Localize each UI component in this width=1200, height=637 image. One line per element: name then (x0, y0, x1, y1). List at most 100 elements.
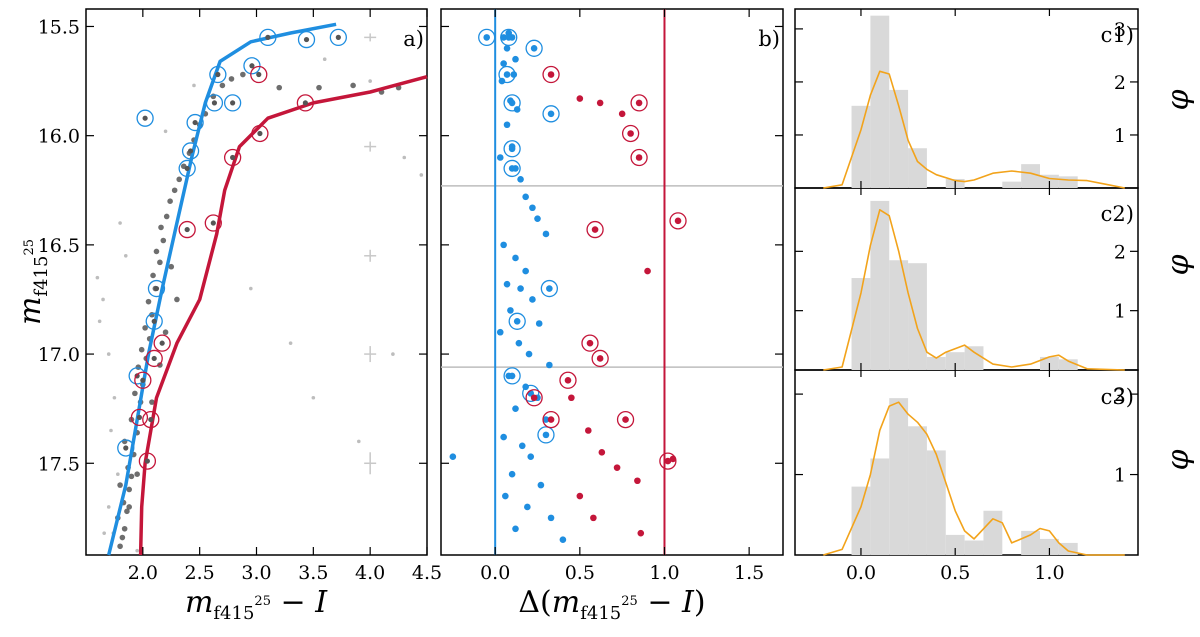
faint-star-dot (116, 472, 120, 476)
circled-star-dot (303, 36, 310, 43)
panel-c3-label: c3) (1101, 385, 1134, 409)
circled-blue-star (117, 439, 135, 457)
circled-red-star (130, 408, 149, 427)
circled-red-point-dot (547, 416, 555, 423)
circled-red-point-dot (547, 71, 555, 78)
circled-star-dot (230, 100, 236, 106)
circled-blue-point-dot (508, 165, 516, 172)
circled-red-star (142, 410, 160, 429)
y-tick-label: 2 (1114, 241, 1126, 263)
circled-red-point (621, 124, 640, 143)
faint-star-dot (419, 173, 424, 177)
faint-star-dot (288, 341, 293, 345)
x-tick-label: 3.5 (298, 562, 328, 584)
blue-star-point (547, 514, 555, 522)
blue-star-point (510, 71, 518, 78)
star-dot (167, 198, 173, 204)
circled-star-dot (151, 318, 157, 324)
blue-star-point (500, 241, 507, 249)
circled-blue-star (136, 109, 154, 127)
circled-red-point (630, 94, 648, 112)
histogram-bar (983, 510, 1003, 555)
circled-blue-point (503, 159, 521, 178)
circled-star-dot (187, 148, 194, 154)
star-dot (316, 84, 322, 91)
circled-red-star (296, 94, 315, 112)
star-dot (171, 187, 178, 194)
star-dot (128, 473, 135, 480)
histogram-bar (945, 534, 965, 555)
circled-star-dot (257, 130, 263, 137)
panel-c2-frame (794, 187, 1139, 371)
circled-red-star (153, 334, 171, 352)
circled-red-star (145, 349, 163, 368)
circled-blue-star (205, 94, 224, 112)
star-dot (160, 237, 167, 244)
circled-star-dot (123, 445, 129, 451)
circled-star-dot (136, 414, 143, 421)
blue-star-point (542, 416, 550, 423)
star-dot (174, 296, 180, 303)
histogram-bar (851, 278, 871, 370)
circled-red-star (251, 124, 269, 143)
star-dot (142, 325, 148, 331)
circled-blue-point (542, 105, 560, 123)
histogram-bar (889, 260, 909, 370)
circled-star-dot (151, 355, 157, 362)
faint-star-dot (322, 57, 327, 62)
star-dot (121, 525, 128, 532)
star-dot (134, 471, 140, 477)
circled-red-point (581, 334, 599, 352)
panel-c2-plot: 12 (795, 188, 1138, 371)
circled-red-star (223, 148, 242, 167)
c-x-tick-label: 0.5 (940, 562, 970, 584)
circled-star-dot (144, 458, 150, 464)
y-tick-label: 16.0 (38, 126, 80, 148)
blue-star-point (529, 204, 536, 212)
star-dot (124, 508, 130, 515)
circled-star-dot (159, 340, 165, 346)
faint-star-dot (163, 129, 168, 134)
circled-blue-star (329, 28, 347, 47)
circled-red-point-dot (591, 226, 599, 233)
faint-star-dot (249, 286, 253, 291)
panel-c1-label: c1) (1101, 23, 1134, 47)
star-dot (157, 259, 163, 266)
circled-star-dot (210, 220, 216, 226)
kde-curve (823, 209, 1125, 371)
kde-curve (823, 401, 1125, 556)
faint-star-dot (311, 395, 316, 400)
blue-star-point (546, 361, 553, 369)
circled-blue-star (223, 94, 242, 112)
c-x-tick-label: 1.0 (1034, 562, 1064, 584)
blue-star-point (503, 280, 511, 288)
circled-red-point-dot (530, 394, 538, 402)
circled-star-dot (335, 34, 341, 40)
star-dot (145, 298, 152, 305)
circled-star-dot (256, 71, 262, 78)
blue-star-point (503, 121, 511, 129)
blue-star-point (512, 525, 519, 533)
blue-star-point (449, 453, 457, 461)
histogram-bar (908, 148, 927, 188)
circled-blue-point (498, 65, 516, 84)
panel-c1-plot: 1 2 3 (795, 9, 1138, 189)
faint-star-dot (109, 428, 113, 433)
circled-star-dot (302, 100, 308, 106)
circled-blue-point-dot (508, 99, 516, 107)
circled-star-dot (148, 416, 154, 423)
blue-star-point (508, 470, 516, 478)
circled-red-point-dot (635, 99, 643, 107)
panel-c2-ylabel: φ (1161, 254, 1196, 275)
circled-blue-point (540, 279, 559, 298)
red-star-point (584, 427, 592, 434)
blue-star-point (500, 60, 507, 67)
star-dot (276, 84, 283, 91)
x-tick-label: 1.0 (649, 562, 679, 584)
blue-star-point (500, 433, 507, 441)
circled-red-point (659, 452, 677, 470)
circled-red-point-dot (596, 355, 604, 362)
circled-star-dot (140, 377, 146, 383)
blue-star-point (559, 536, 567, 544)
circled-star-dot (211, 100, 218, 106)
